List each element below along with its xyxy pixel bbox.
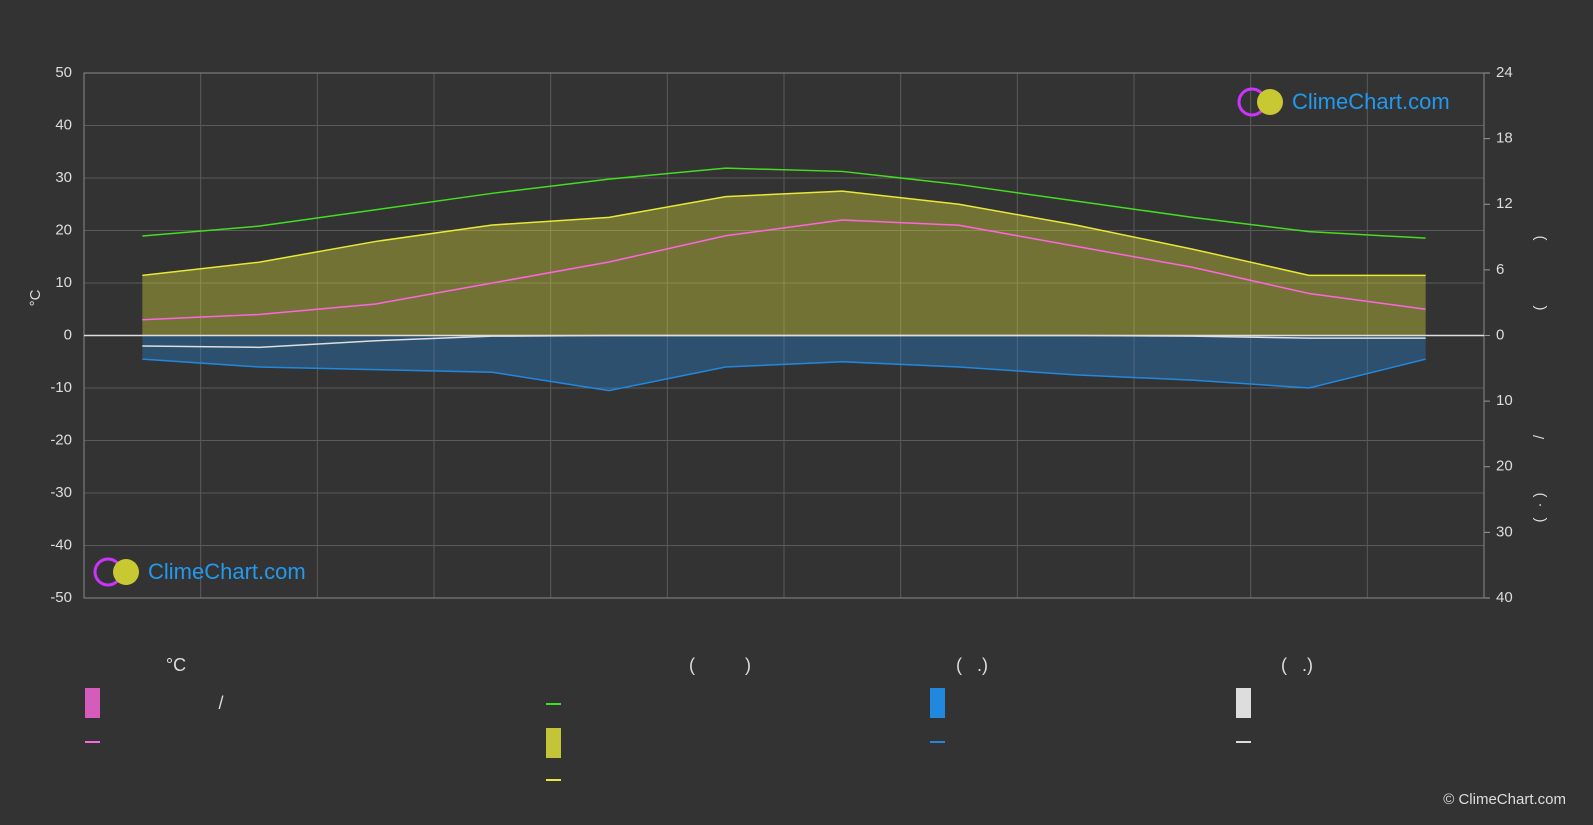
y3-tick-label: 30 (1496, 523, 1513, 540)
y2-tick-label: 0 (1496, 326, 1504, 343)
legend-swatch (1236, 688, 1251, 718)
series-line (142, 190, 1426, 277)
y3-tick-label: 10 (1496, 392, 1513, 409)
legend-swatch (930, 688, 945, 718)
y-tick-label: 0 (64, 326, 72, 343)
y-tick-label: 10 (55, 274, 72, 291)
y3-tick-label: 40 (1496, 589, 1513, 606)
y-tick-label: 20 (55, 221, 72, 238)
y2-axis-label: / (1531, 434, 1548, 439)
watermark: ClimeChart.com (1292, 89, 1450, 114)
y-tick-label: -30 (50, 484, 72, 501)
legend-header: °C (166, 655, 186, 675)
y3-tick-label: 20 (1496, 458, 1513, 475)
logo-sun (1257, 89, 1283, 115)
legend-header: ( .) (956, 655, 988, 675)
y-tick-label: 40 (55, 116, 72, 133)
y2-axis-label: ) (1531, 493, 1548, 498)
series-line (142, 358, 1426, 392)
copyright: © ClimeChart.com (1443, 791, 1566, 808)
y2-tick-label: 6 (1496, 261, 1504, 278)
y-tick-label: 50 (55, 64, 72, 81)
series-line (142, 167, 1426, 239)
watermark: ClimeChart.com (148, 559, 306, 584)
y2-tick-label: 12 (1496, 195, 1513, 212)
y-tick-label: -20 (50, 431, 72, 448)
series-line (142, 219, 1426, 321)
legend-swatch (546, 728, 561, 758)
y2-tick-label: 24 (1496, 64, 1513, 81)
series-area (142, 191, 1426, 336)
y2-tick-label: 18 (1496, 130, 1513, 147)
y-axis-label: °C (27, 289, 44, 306)
legend-header: ( ) (689, 655, 751, 675)
y-tick-label: -40 (50, 536, 72, 553)
legend-header: ( .) (1281, 655, 1313, 675)
y2-axis-label: · (1531, 503, 1548, 508)
y-tick-label: -10 (50, 379, 72, 396)
legend-swatch (85, 688, 100, 718)
y-tick-label: -50 (50, 589, 72, 606)
series-area (142, 335, 1426, 391)
y2-axis-label: ( (1531, 306, 1548, 311)
legend-note: / (218, 693, 223, 713)
y2-axis-label: ) (1531, 236, 1548, 241)
y-tick-label: 30 (55, 169, 72, 186)
y2-axis-label: ( (1531, 518, 1548, 523)
logo-sun (113, 559, 139, 585)
